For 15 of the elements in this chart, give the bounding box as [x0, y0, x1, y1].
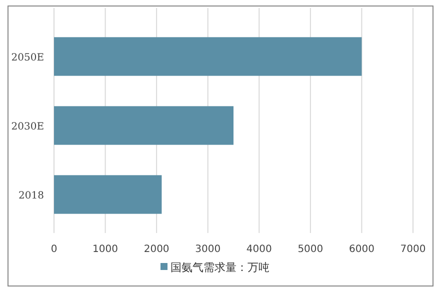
y-tick-label: 2050E [11, 52, 44, 64]
x-tick-label: 2000 [144, 244, 170, 255]
bar [54, 106, 234, 145]
y-tick-label: 2018 [18, 190, 44, 202]
y-tick-label: 2030E [11, 122, 44, 132]
bar [54, 37, 362, 76]
x-tick-label: 6000 [348, 244, 374, 255]
x-tick-label: 5000 [298, 244, 324, 255]
x-tick-label: 3000 [195, 244, 221, 255]
bar [54, 175, 162, 214]
x-tick-label: 1000 [92, 244, 118, 255]
x-tick-label: 7000 [400, 244, 426, 255]
x-tick-label: 0 [50, 244, 58, 255]
legend-label: 国氨气需求量：万吨 [170, 261, 270, 274]
x-tick-label: 4000 [246, 244, 272, 255]
